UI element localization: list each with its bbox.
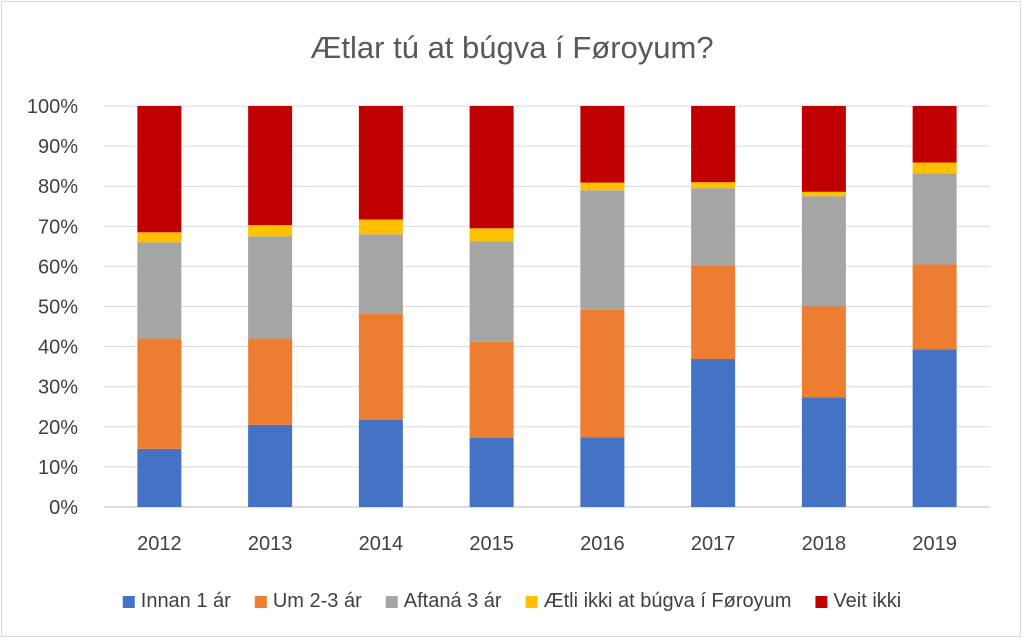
bar-segment [469,341,514,439]
bar-segment [691,106,736,183]
bar-segment [469,241,514,342]
legend-swatch [525,596,538,608]
bar-segment [137,338,182,449]
y-tick-label: 100% [27,96,78,118]
x-axis-ticks: 2012 2013 2014 2015 2016 2017 2018 2019 [137,533,957,555]
bar-segment [469,438,514,507]
bar-segment [469,228,514,242]
y-tick-label: 40% [38,337,78,359]
bar-segment [801,191,846,197]
bar-segment [912,264,957,350]
bar-segment [137,232,182,243]
y-tick-label: 10% [38,457,78,479]
y-tick-label: 30% [38,377,78,399]
legend-item: Ætli ikki at búgva í Føroyum [525,590,792,612]
chart-title: Ætlar tú at búgva í Føroyum? [310,30,713,65]
y-axis-ticks: 0% 10% 20% 30% 40% 50% 60% 70% 80% 90% 100% [27,96,78,519]
legend-item: Veit ikki [815,590,901,612]
bar-segment [248,338,293,425]
legend-label: Innan 1 ár [141,590,231,612]
bar-segment [358,219,403,235]
bar-segment [358,419,403,507]
bar-segment [580,182,625,191]
bar-segment [912,173,957,265]
bar-segment [801,397,846,507]
bar-segment [137,448,182,507]
bar-segment [580,309,625,438]
legend-swatch [815,596,828,608]
x-tick-label: 2019 [912,533,957,555]
y-tick-label: 50% [38,297,78,319]
bar-segment [801,106,846,192]
legend-label: Veit ikki [833,590,901,612]
legend-label: Um 2-3 ár [273,590,362,612]
x-tick-label: 2017 [691,533,736,555]
legend-item: Aftaná 3 ár [385,590,502,612]
x-tick-label: 2013 [248,533,293,555]
bar-segment [801,196,846,307]
bar-segment [580,106,625,183]
bar-segment [912,106,957,163]
y-tick-label: 20% [38,417,78,439]
bar-segment [691,182,736,189]
legend-label: Aftaná 3 ár [404,590,502,612]
legend-swatch [254,596,267,608]
bar-segment [691,359,736,507]
bar-segment [248,225,293,237]
gridlines [104,105,990,508]
bar-segment [580,437,625,507]
bar-segment [248,236,293,339]
y-tick-label: 80% [38,176,78,198]
bar-segment [691,188,736,266]
bar-segment [912,349,957,507]
bar-segment [248,106,293,226]
y-tick-label: 90% [38,136,78,158]
bar-segment [358,313,403,420]
bar-segment [691,265,736,360]
y-tick-label: 60% [38,256,78,278]
bar-segment [469,106,514,229]
legend-item: Um 2-3 ár [254,590,362,612]
x-tick-label: 2018 [802,533,847,555]
legend-swatch [385,596,398,608]
legend-label: Ætli ikki at búgva í Føroyum [544,590,792,612]
y-tick-label: 0% [49,497,78,519]
bar-segment [580,190,625,310]
legend-swatch [122,596,135,608]
bar-segment [137,106,182,233]
bars [137,106,957,507]
legend-item: Innan 1 ár [122,590,231,612]
x-tick-label: 2016 [580,533,625,555]
bar-segment [912,162,957,174]
x-tick-label: 2015 [469,533,514,555]
x-tick-label: 2014 [359,533,404,555]
bar-segment [248,424,293,507]
x-tick-label: 2012 [137,533,182,555]
bar-segment [358,106,403,220]
legend: Innan 1 ár Um 2-3 ár Aftaná 3 ár Ætli ikki … [122,590,901,612]
bar-segment [801,306,846,398]
bar-segment [137,242,182,339]
y-tick-label: 70% [38,216,78,238]
bar-segment [358,234,403,314]
